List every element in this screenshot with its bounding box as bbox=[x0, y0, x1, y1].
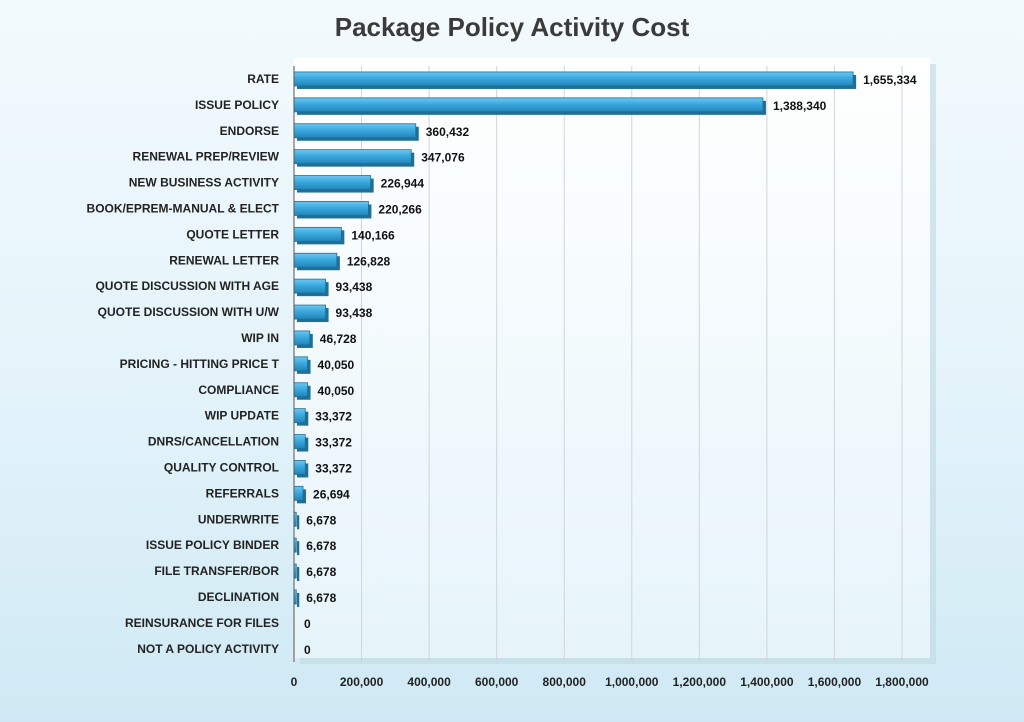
value-label: 46,728 bbox=[320, 332, 357, 346]
value-label: 140,166 bbox=[351, 228, 395, 242]
bar-face bbox=[293, 149, 412, 165]
category-label: DECLINATION bbox=[198, 590, 279, 604]
value-label: 33,372 bbox=[315, 410, 352, 424]
bar bbox=[293, 71, 857, 89]
category-label: WIP UPDATE bbox=[205, 409, 279, 423]
category-label: FILE TRANSFER/BOR bbox=[154, 564, 279, 578]
bar bbox=[293, 304, 329, 323]
bar bbox=[293, 97, 766, 115]
value-label: 1,388,340 bbox=[773, 99, 827, 113]
value-label: 26,694 bbox=[313, 487, 350, 501]
category-label: REINSURANCE FOR FILES bbox=[125, 616, 279, 630]
value-label: 33,372 bbox=[315, 461, 352, 475]
bar bbox=[293, 226, 345, 245]
category-label: PRICING - HITTING PRICE T bbox=[120, 357, 280, 371]
value-label: 40,050 bbox=[318, 358, 355, 372]
bar-face bbox=[293, 304, 326, 320]
category-label: NEW BUSINESS ACTIVITY bbox=[129, 176, 279, 190]
bar-face bbox=[293, 434, 306, 449]
value-label: 33,372 bbox=[315, 436, 352, 450]
x-tick-label: 400,000 bbox=[407, 675, 451, 689]
bar-face bbox=[293, 252, 338, 268]
x-tick-label: 800,000 bbox=[543, 675, 587, 689]
grid-lines bbox=[361, 66, 903, 662]
bar-face bbox=[293, 382, 308, 398]
value-label: 0 bbox=[304, 617, 311, 631]
value-label: 347,076 bbox=[421, 151, 465, 165]
category-label: WIP IN bbox=[241, 331, 279, 345]
x-tick-label: 1,400,000 bbox=[740, 675, 794, 689]
bar-face bbox=[293, 460, 306, 475]
bar bbox=[293, 356, 311, 374]
value-label: 93,438 bbox=[336, 280, 373, 294]
category-label: ISSUE POLICY bbox=[195, 98, 279, 112]
bar-face bbox=[293, 408, 306, 424]
category-labels: RATE ISSUE POLICY ENDORSE RENEWAL PREP/REVI… bbox=[87, 72, 280, 656]
chart-title: Package Policy Activity Cost bbox=[334, 12, 690, 42]
x-tick-label: 200,000 bbox=[340, 675, 384, 689]
category-label: QUOTE LETTER bbox=[186, 227, 279, 241]
category-label: UNDERWRITE bbox=[198, 512, 279, 526]
value-label: 6,678 bbox=[306, 539, 336, 553]
bar bbox=[293, 175, 374, 193]
category-label: NOT A POLICY ACTIVITY bbox=[137, 642, 279, 656]
bar bbox=[293, 149, 415, 167]
x-tick-label: 1,000,000 bbox=[605, 675, 659, 689]
bar bbox=[293, 201, 372, 219]
bar-face bbox=[293, 226, 342, 242]
value-label: 1,655,334 bbox=[863, 73, 917, 87]
value-label: 220,266 bbox=[378, 202, 422, 216]
value-labels: 1,655,334 1,388,340 360,432 347,076 226,944 2… bbox=[304, 73, 917, 657]
bar-face bbox=[293, 330, 311, 346]
bar bbox=[293, 123, 419, 141]
value-label: 126,828 bbox=[347, 254, 391, 268]
value-label: 6,678 bbox=[306, 565, 336, 579]
value-label: 0 bbox=[304, 643, 311, 657]
bars bbox=[293, 71, 857, 607]
category-label: RENEWAL PREP/REVIEW bbox=[133, 150, 280, 164]
category-label: DNRS/CANCELLATION bbox=[148, 435, 279, 449]
category-label: ISSUE POLICY BINDER bbox=[146, 538, 279, 552]
value-label: 226,944 bbox=[381, 177, 425, 191]
bar-shadow bbox=[297, 592, 300, 607]
category-label: QUOTE DISCUSSION WITH AGE bbox=[95, 279, 279, 293]
value-label: 40,050 bbox=[318, 384, 355, 398]
x-axis-tick-labels: 0 200,000 400,000 600,000 800,000 1,000,000 1,… bbox=[291, 675, 929, 689]
bar-face bbox=[293, 201, 369, 216]
x-tick-label: 1,600,000 bbox=[808, 675, 862, 689]
bar-shadow bbox=[297, 567, 300, 582]
bar bbox=[293, 252, 340, 271]
bar-face bbox=[293, 278, 326, 294]
value-label: 6,678 bbox=[306, 513, 336, 527]
bar-face bbox=[293, 175, 372, 190]
category-label: QUOTE DISCUSSION WITH U/W bbox=[98, 305, 280, 319]
category-label: COMPLIANCE bbox=[198, 383, 279, 397]
bar-face bbox=[293, 123, 417, 139]
value-label: 360,432 bbox=[426, 125, 470, 139]
bar-shadow bbox=[297, 515, 300, 530]
bar bbox=[293, 382, 311, 400]
category-label: QUALITY CONTROL bbox=[164, 460, 279, 474]
x-tick-label: 600,000 bbox=[475, 675, 519, 689]
category-label: ENDORSE bbox=[220, 124, 279, 138]
bar-face bbox=[293, 485, 304, 501]
bar-shadow bbox=[297, 541, 300, 556]
category-label: RATE bbox=[247, 72, 279, 86]
bar-face bbox=[293, 356, 308, 372]
bar bbox=[293, 278, 329, 297]
x-tick-label: 1,200,000 bbox=[673, 675, 727, 689]
value-label: 6,678 bbox=[306, 591, 336, 605]
x-tick-label: 1,800,000 bbox=[875, 675, 929, 689]
category-label: RENEWAL LETTER bbox=[169, 253, 279, 267]
bar-face bbox=[293, 97, 764, 113]
category-label: BOOK/EPREM-MANUAL & ELECT bbox=[87, 201, 280, 215]
value-label: 93,438 bbox=[336, 306, 373, 320]
x-tick-label: 0 bbox=[291, 675, 298, 689]
category-label: REFERRALS bbox=[206, 486, 279, 500]
bar-face bbox=[293, 71, 854, 87]
